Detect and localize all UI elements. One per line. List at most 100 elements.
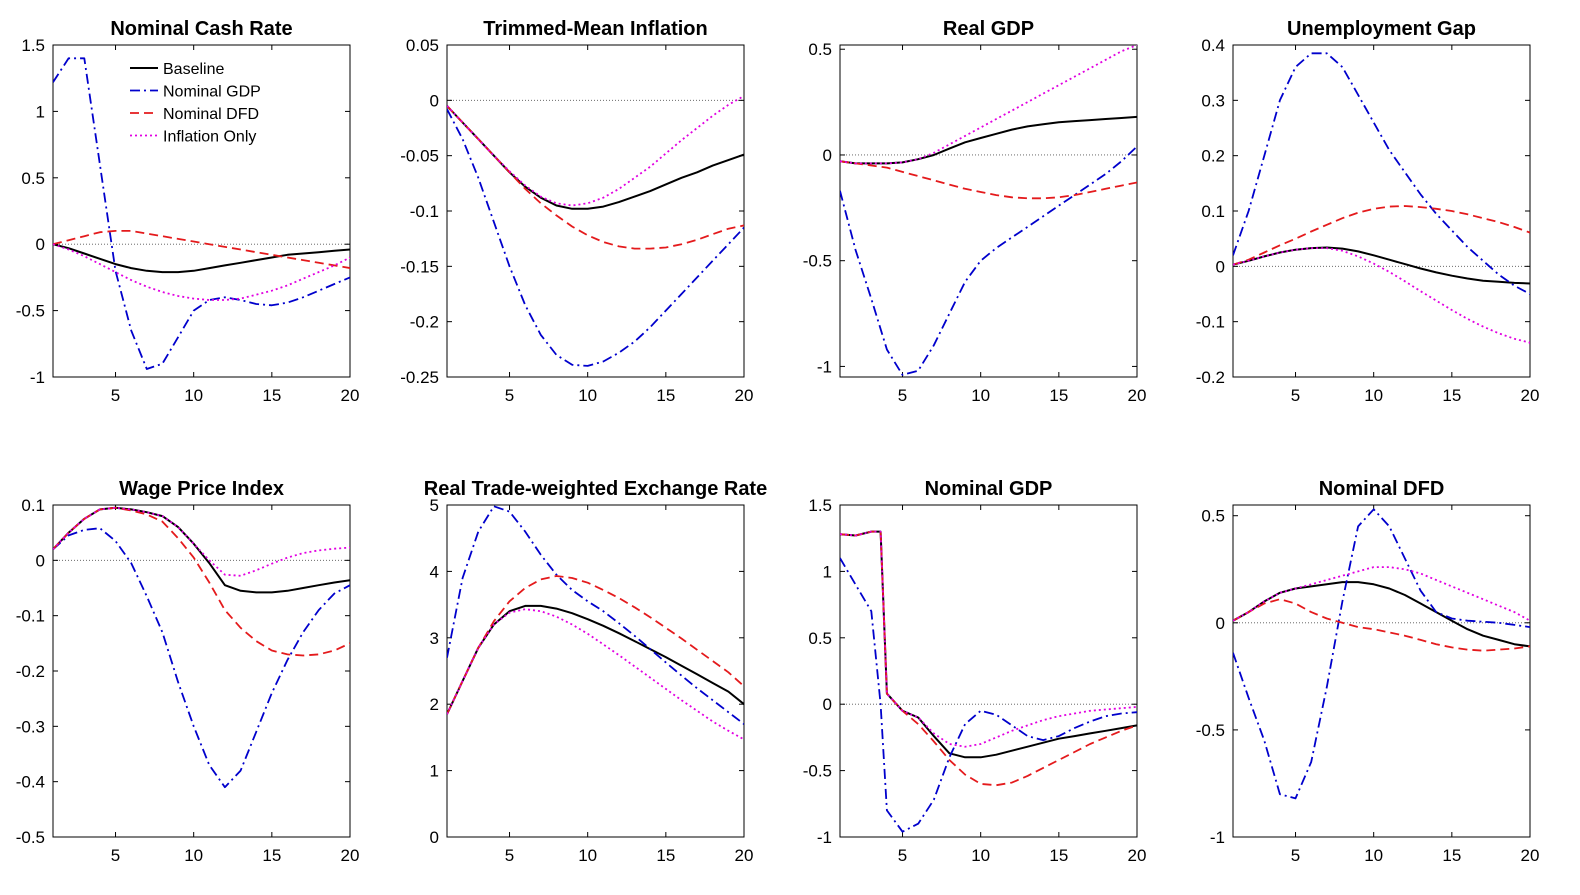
- x-tick-label: 20: [1521, 386, 1540, 405]
- series-group: [840, 45, 1137, 376]
- y-tick-label: 1: [823, 562, 832, 581]
- chart-title: Wage Price Index: [119, 478, 284, 500]
- x-tick-label: 15: [1442, 846, 1461, 865]
- chart-title: Trimmed-Mean Inflation: [483, 18, 707, 40]
- series-line-nominal-dfd: [1233, 598, 1530, 652]
- x-tick-label: 10: [184, 386, 203, 405]
- y-tick-label: 0: [36, 235, 45, 254]
- y-tick-label: -0.3: [16, 717, 45, 736]
- y-tick-label: 2: [430, 695, 439, 714]
- x-tick-label: 10: [1364, 386, 1383, 405]
- y-tick-label: 0.5: [808, 629, 832, 648]
- x-tick-label: 15: [1049, 846, 1068, 865]
- legend-label: Baseline: [163, 61, 224, 78]
- y-tick-label: 0: [823, 695, 832, 714]
- x-tick-label: 15: [1442, 386, 1461, 405]
- x-tick-label: 5: [1291, 846, 1300, 865]
- legend-label: Nominal GDP: [163, 84, 261, 101]
- x-tick-label: 15: [656, 386, 675, 405]
- y-tick-label: -0.2: [16, 662, 45, 681]
- x-tick-label: 5: [898, 386, 907, 405]
- y-tick-label: -0.15: [400, 257, 439, 276]
- y-tick-label: -0.4: [16, 773, 45, 792]
- x-tick-label: 15: [656, 846, 675, 865]
- series-line-nominal-gdp: [447, 505, 744, 725]
- series-line-inflation-only: [53, 506, 350, 577]
- panel-3: Real GDP -1 -0.5 0 0.5 5 10 15 20: [803, 18, 1147, 405]
- x-tick-label: 5: [1291, 386, 1300, 405]
- y-tick-label: 0: [36, 551, 45, 570]
- y-tick-label: 0: [1216, 257, 1225, 276]
- x-tick-label: 5: [505, 386, 514, 405]
- y-tick-label: -0.5: [803, 762, 832, 781]
- y-tick-label: -0.05: [400, 147, 439, 166]
- plot-frame: [839, 504, 1138, 838]
- x-tick-label: 20: [735, 386, 754, 405]
- y-tick-label: -1: [817, 357, 832, 376]
- legend-label: Nominal DFD: [163, 106, 259, 123]
- legend-label: Inflation Only: [163, 129, 256, 146]
- plot-frame: [52, 504, 351, 838]
- series-group: [447, 95, 744, 367]
- x-tick-label: 10: [1364, 846, 1383, 865]
- y-tick-label: 0.5: [808, 40, 832, 59]
- panel-4: Unemployment Gap -0.2 -0.1 0 0.1 0.2 0.3 0.4 5 10…: [1196, 18, 1540, 405]
- legend: Baseline Nominal GDP Nominal DFD Inflation …: [130, 61, 261, 146]
- series-line-inflation-only: [1233, 247, 1530, 344]
- y-tick-label: 0: [823, 146, 832, 165]
- x-tick-label: 10: [971, 846, 990, 865]
- series-group: [1233, 52, 1530, 344]
- y-tick-label: -0.1: [1196, 313, 1225, 332]
- series-line-nominal-gdp: [53, 57, 350, 370]
- series-group: [53, 506, 350, 789]
- y-tick-label: -0.5: [16, 828, 45, 847]
- y-tick-label: -0.5: [1196, 721, 1225, 740]
- y-tick-label: 1.5: [21, 36, 45, 55]
- x-tick-label: 5: [898, 846, 907, 865]
- y-tick-label: 0.05: [406, 36, 439, 55]
- series-line-inflation-only: [53, 243, 350, 301]
- x-tick-label: 5: [111, 846, 120, 865]
- chart-title: Nominal DFD: [1319, 478, 1445, 500]
- y-tick-label: -0.1: [16, 607, 45, 626]
- chart-title: Unemployment Gap: [1287, 18, 1476, 40]
- y-tick-label: -1: [30, 368, 45, 387]
- x-tick-label: 10: [971, 386, 990, 405]
- x-tick-label: 10: [578, 386, 597, 405]
- plot-frame: [446, 44, 745, 378]
- chart-title: Nominal GDP: [925, 478, 1053, 500]
- panel-8: Nominal DFD -1 -0.5 0 0.5 5 10 15 20: [1196, 478, 1540, 865]
- y-tick-label: 0.4: [1201, 36, 1225, 55]
- chart-title: Real GDP: [943, 18, 1034, 40]
- panel-5: Wage Price Index -0.5 -0.4 -0.3 -0.2 -0.1 0 0.1…: [16, 478, 360, 865]
- x-tick-label: 20: [1128, 386, 1147, 405]
- y-tick-label: -0.1: [410, 202, 439, 221]
- series-line-inflation-only: [840, 530, 1137, 748]
- plot-frame: [446, 504, 745, 838]
- y-tick-label: 0.1: [21, 496, 45, 515]
- x-tick-label: 20: [341, 846, 360, 865]
- panel-7: Nominal GDP -1 -0.5 0 0.5 1 1.5 5 10 15 20: [803, 478, 1147, 865]
- y-tick-label: 1: [430, 762, 439, 781]
- y-tick-label: 0.5: [1201, 507, 1225, 526]
- y-tick-label: -1: [1210, 828, 1225, 847]
- plot-frame: [1232, 44, 1531, 378]
- series-line-nominal-gdp: [840, 145, 1137, 376]
- series-line-nominal-gdp: [1233, 52, 1530, 295]
- series-line-baseline: [447, 604, 744, 715]
- series-line-baseline: [840, 115, 1137, 165]
- series-line-inflation-only: [447, 608, 744, 741]
- x-tick-label: 5: [505, 846, 514, 865]
- series-line-inflation-only: [840, 45, 1137, 165]
- x-tick-label: 15: [1049, 386, 1068, 405]
- series-line-nominal-dfd: [447, 105, 744, 250]
- x-tick-label: 10: [578, 846, 597, 865]
- y-tick-label: 0.1: [1201, 202, 1225, 221]
- x-tick-label: 20: [1521, 846, 1540, 865]
- series-group: [53, 57, 350, 370]
- plot-frame: [839, 44, 1138, 378]
- y-tick-label: 0: [430, 828, 439, 847]
- series-group: [840, 530, 1137, 833]
- series-group: [447, 505, 744, 741]
